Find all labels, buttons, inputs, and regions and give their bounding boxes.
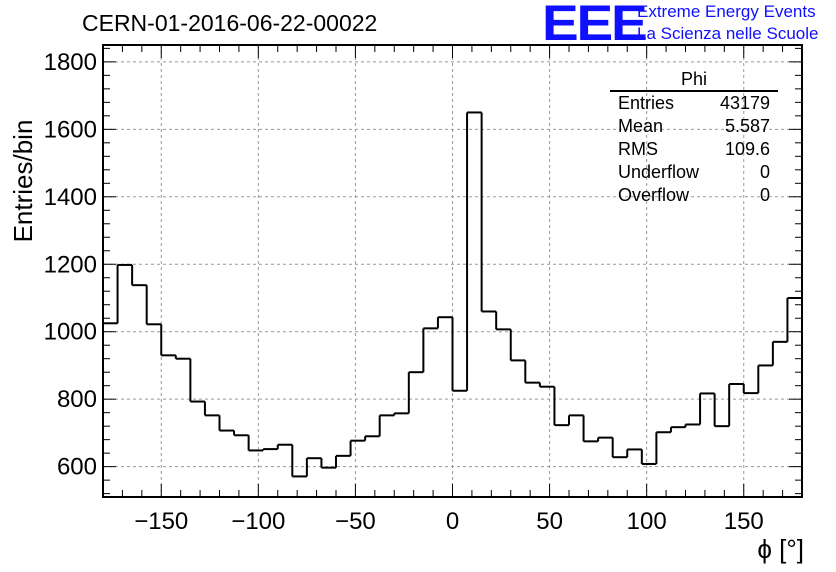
y-tick-label: 800 (57, 386, 97, 413)
logo-line-2: La Scienza nelle Scuole (637, 24, 819, 43)
y-tick-label: 1200 (44, 251, 97, 278)
histogram-series (103, 111, 802, 478)
stats-row-overflow: Overflow 0 (610, 184, 778, 207)
stats-value: 5.587 (724, 116, 770, 136)
x-tick-label: −100 (231, 508, 285, 535)
x-tick-label: 150 (724, 508, 764, 535)
y-axis-label: Entries/bin (8, 120, 39, 243)
eee-logo: EEE (542, 0, 648, 51)
stats-value: 0 (759, 185, 770, 205)
stats-value: 0 (759, 162, 770, 182)
stats-name: Phi (610, 68, 778, 92)
stats-row-underflow: Underflow 0 (610, 161, 778, 184)
stats-row-rms: RMS 109.6 (610, 138, 778, 161)
y-tick-label: 1000 (44, 319, 97, 346)
stats-value: 43179 (719, 93, 770, 113)
stats-row-entries: Entries 43179 (610, 92, 778, 115)
y-tick-label: 600 (57, 454, 97, 481)
x-tick-label: 0 (446, 508, 459, 535)
stats-label: Overflow (618, 185, 690, 205)
logo-line-1: Extreme Energy Events (637, 2, 816, 21)
axis-ticks (102, 45, 803, 497)
y-tick-label: 1800 (44, 49, 97, 76)
axis-tick-labels: −150 −100 −50 0 50 100 150 600 800 1000 1200 1400 16… (44, 49, 764, 535)
stats-label: RMS (618, 139, 658, 159)
x-axis-label: ϕ [°] (757, 534, 804, 564)
x-tick-label: −150 (134, 508, 188, 535)
x-tick-label: −50 (335, 508, 376, 535)
chart-title: CERN-01-2016-06-22-00022 (82, 10, 378, 36)
stats-row-mean: Mean 5.587 (610, 115, 778, 138)
stats-label: Mean (618, 116, 664, 136)
stats-label: Entries (618, 93, 675, 113)
x-tick-label: 50 (536, 508, 563, 535)
y-tick-label: 1600 (44, 116, 97, 143)
stats-value: 109.6 (724, 139, 770, 159)
x-tick-label: 100 (627, 508, 667, 535)
y-axis-label-text: Entries/bin (8, 119, 38, 243)
stats-label: Underflow (618, 162, 700, 182)
stats-box: Phi Entries 43179 Mean 5.587 RMS 109.6 Unde… (610, 68, 778, 207)
y-tick-label: 1400 (44, 184, 97, 211)
